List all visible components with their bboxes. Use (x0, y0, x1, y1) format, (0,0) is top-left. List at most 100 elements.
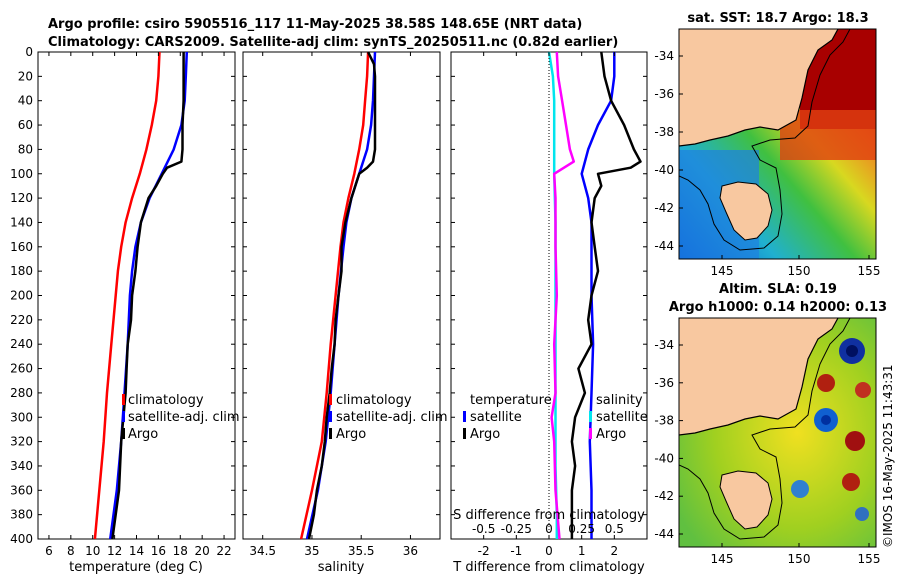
map-lat-label: -38 (654, 414, 674, 428)
sla-map-frame (678, 317, 877, 548)
x-tick-label: 2 (611, 544, 619, 558)
australia-landmass (679, 318, 838, 435)
map-lon-label: 145 (711, 264, 734, 278)
map-lat-label: -34 (654, 338, 674, 352)
x-tick-label: 34.5 (249, 544, 276, 558)
series-line-s-argo (550, 51, 576, 540)
series-line-argo (111, 52, 185, 540)
sla-map-title-line2: Argo h1000: 0.14 h2000: 0.13 (669, 300, 887, 315)
map-lat-label: -44 (654, 527, 674, 541)
figure-title-line2: Climatology: CARS2009. Satellite-adj cli… (48, 35, 618, 50)
series-line-satellite-adj-clim (108, 51, 189, 540)
temperature-axes (37, 51, 236, 540)
map-lon-label: 145 (711, 552, 734, 566)
depth-tick-label: 320 (10, 435, 33, 449)
isobath-contour (679, 29, 851, 251)
legend-climatology-label: climatology (128, 393, 204, 408)
legend-t-argo-label: Argo (470, 427, 500, 442)
legend-argo-swatch (122, 428, 125, 439)
temperature-legend: climatology satellite-adj. clim Argo (122, 393, 240, 442)
map-lat-label: -42 (654, 201, 674, 215)
t-difference-xlabel: T difference from climatology (452, 560, 645, 575)
depth-tick-label: 360 (10, 483, 33, 497)
map-lat-label: -36 (654, 87, 674, 101)
map-lat-label: -40 (654, 451, 674, 465)
legend-t-argo-swatch (463, 428, 466, 439)
s-difference-xlabel: S difference from climatology (453, 508, 645, 523)
sla-high-eddy (855, 382, 871, 398)
difference-series (547, 51, 642, 540)
map-lon-label: 150 (788, 552, 811, 566)
depth-tick-label: 220 (10, 313, 33, 327)
depth-tick-label: 340 (10, 459, 33, 473)
depth-tick-label: 240 (10, 337, 33, 351)
legend-climatology-swatch (329, 394, 332, 405)
depth-tick-label: 20 (18, 69, 33, 83)
salinity-series (299, 51, 377, 540)
map-lat-label: -42 (654, 489, 674, 503)
sla-low-eddy (855, 507, 869, 521)
x-tick-label: 12 (107, 544, 122, 558)
series-line-t-argo (570, 51, 642, 539)
coastline (679, 318, 839, 436)
sla-high-eddy (817, 374, 835, 392)
x-tick-label: 6 (45, 544, 53, 558)
depth-tick-label: 120 (10, 191, 33, 205)
x-tick-label: 16 (151, 544, 166, 558)
series-line-climatology (299, 51, 370, 540)
x-tick-label: -2 (478, 544, 490, 558)
salinity-legend: climatology satellite-adj. clim Argo (329, 393, 448, 442)
sst-map-ticks: -34 -36 -38 -40 -42 -44 145 150 155 (654, 49, 880, 278)
australia-landmass (679, 29, 838, 146)
depth-tick-label: 380 (10, 508, 33, 522)
x-tick-label: 0 (545, 544, 553, 558)
legend-satellite-swatch (329, 411, 332, 422)
figure-title-line1: Argo profile: csiro 5905516_117 11-May-2… (48, 17, 582, 32)
legend-t-satellite-label: satellite (470, 410, 522, 425)
series-line-t-satellite (580, 52, 616, 539)
depth-tick-label: 400 (10, 532, 33, 546)
legend-t-satellite-swatch (463, 411, 466, 422)
axis-ticks: 0204060801001201401601802002202402602803… (10, 45, 647, 558)
map-lon-label: 155 (858, 264, 881, 278)
x-tick-label: 1 (578, 544, 586, 558)
sla-map-ticks: -34 -36 -38 -40 -42 -44 145 150 155 (654, 338, 880, 566)
map-lon-label: 150 (788, 264, 811, 278)
legend-s-argo-label: Argo (596, 427, 626, 442)
sla-map-title-line1: Altim. SLA: 0.19 (719, 282, 837, 297)
depth-tick-label: 140 (10, 215, 33, 229)
depth-tick-label: 280 (10, 386, 33, 400)
sla-high-eddy (842, 473, 860, 491)
depth-tick-label: 300 (10, 410, 33, 424)
legend-satellite-label: satellite-adj. clim (128, 410, 240, 425)
depth-tick-label: 0 (25, 45, 33, 59)
map-lat-label: -44 (654, 239, 674, 253)
copyright-text: ©IMOS 16-May-2025 11:43:31 (881, 364, 895, 548)
difference-legend: temperature satellite Argo salinity sate… (463, 393, 648, 442)
s-difference-tick-label: 0.25 (568, 522, 595, 536)
depth-tick-label: 80 (18, 142, 33, 156)
legend-satellite-label: satellite-adj. clim (336, 410, 448, 425)
isobath-contour (679, 318, 851, 540)
series-line-argo (307, 51, 377, 540)
depth-tick-label: 260 (10, 362, 33, 376)
x-tick-label: 18 (173, 544, 188, 558)
series-line-climatology (93, 51, 161, 540)
legend-s-satellite-label: satellite (596, 410, 648, 425)
x-tick-label: 20 (195, 544, 210, 558)
x-tick-label: 8 (67, 544, 75, 558)
depth-tick-label: 100 (10, 167, 33, 181)
map-lat-label: -36 (654, 376, 674, 390)
legend-argo-swatch (329, 428, 332, 439)
depth-tick-label: 40 (18, 94, 33, 108)
map-lat-label: -34 (654, 49, 674, 63)
sst-map (679, 29, 876, 259)
x-tick-label: 22 (216, 544, 231, 558)
sst-map-frame (678, 28, 877, 260)
sla-low-core (821, 415, 831, 425)
x-tick-label: 14 (129, 544, 144, 558)
sla-low-eddy (791, 480, 809, 498)
legend-climatology-label: climatology (336, 393, 412, 408)
sla-low-core (846, 345, 858, 357)
